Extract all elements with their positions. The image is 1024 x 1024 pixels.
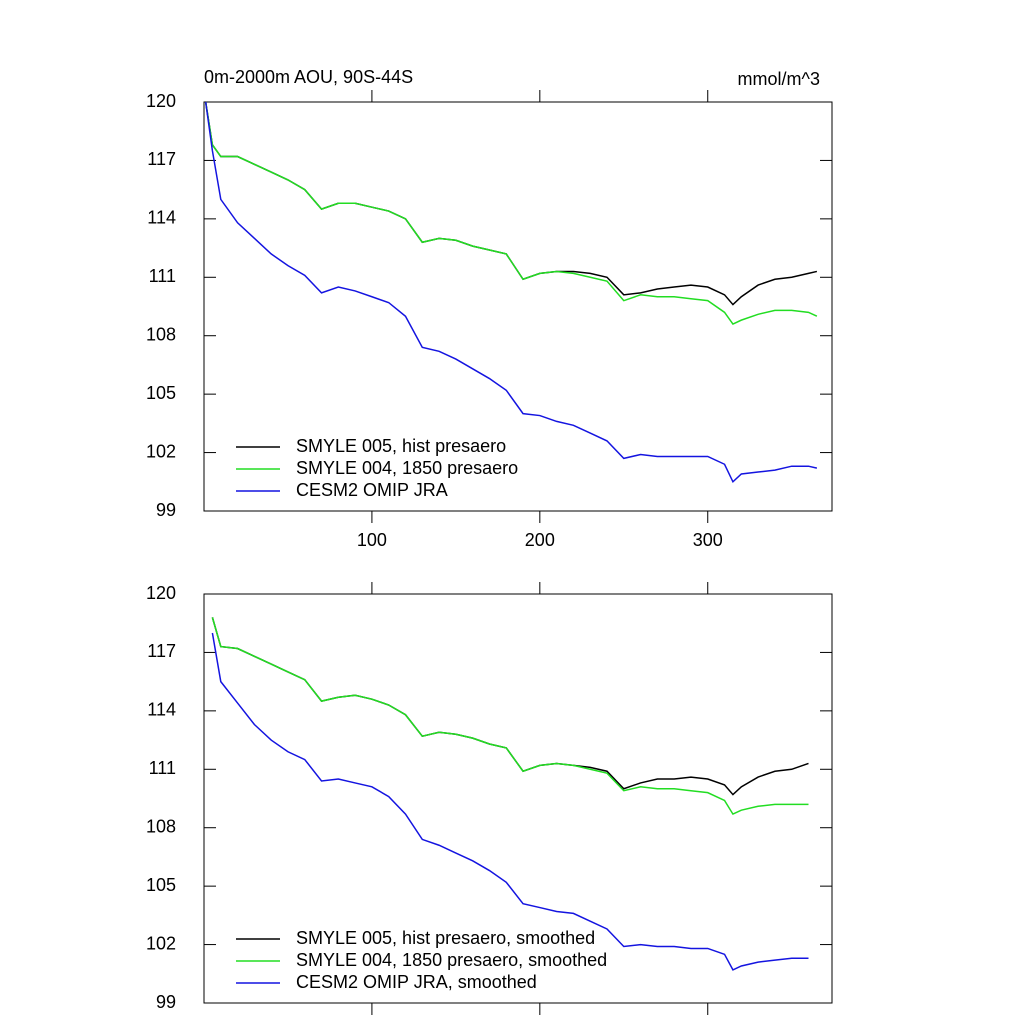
y-tick-label: 102 (146, 441, 176, 461)
y-tick-label: 99 (156, 500, 176, 520)
y-tick-label: 111 (149, 758, 176, 778)
legend-label: SMYLE 004, 1850 presaero (296, 458, 518, 478)
chart-title: 0m-2000m AOU, 90S-44S (204, 67, 413, 87)
series-line (206, 102, 817, 324)
x-tick-label: 300 (693, 530, 723, 550)
legend-label: CESM2 OMIP JRA (296, 480, 448, 500)
series-line (206, 102, 817, 482)
y-tick-label: 114 (147, 208, 176, 228)
y-tick-label: 108 (146, 816, 176, 836)
y-tick-label: 105 (146, 383, 176, 403)
legend-label: SMYLE 005, hist presaero, smoothed (296, 928, 595, 948)
x-tick-label: 100 (357, 530, 387, 550)
y-tick-label: 108 (146, 324, 176, 344)
y-tick-label: 99 (156, 992, 176, 1012)
y-tick-label: 117 (147, 149, 176, 169)
units-label: mmol/m^3 (738, 69, 820, 89)
series-line (212, 617, 808, 794)
series-line (206, 102, 817, 305)
y-tick-label: 102 (146, 933, 176, 953)
y-tick-label: 105 (146, 875, 176, 895)
series-line (212, 617, 808, 814)
y-tick-label: 114 (147, 700, 176, 720)
y-tick-label: 120 (146, 91, 176, 111)
legend-label: SMYLE 004, 1850 presaero, smoothed (296, 950, 607, 970)
y-tick-label: 111 (149, 266, 176, 286)
y-tick-label: 117 (147, 641, 176, 661)
y-tick-label: 120 (146, 583, 176, 603)
series-line (212, 633, 808, 970)
legend-label: SMYLE 005, hist presaero (296, 436, 506, 456)
legend-label: CESM2 OMIP JRA, smoothed (296, 972, 537, 992)
x-tick-label: 200 (525, 530, 555, 550)
